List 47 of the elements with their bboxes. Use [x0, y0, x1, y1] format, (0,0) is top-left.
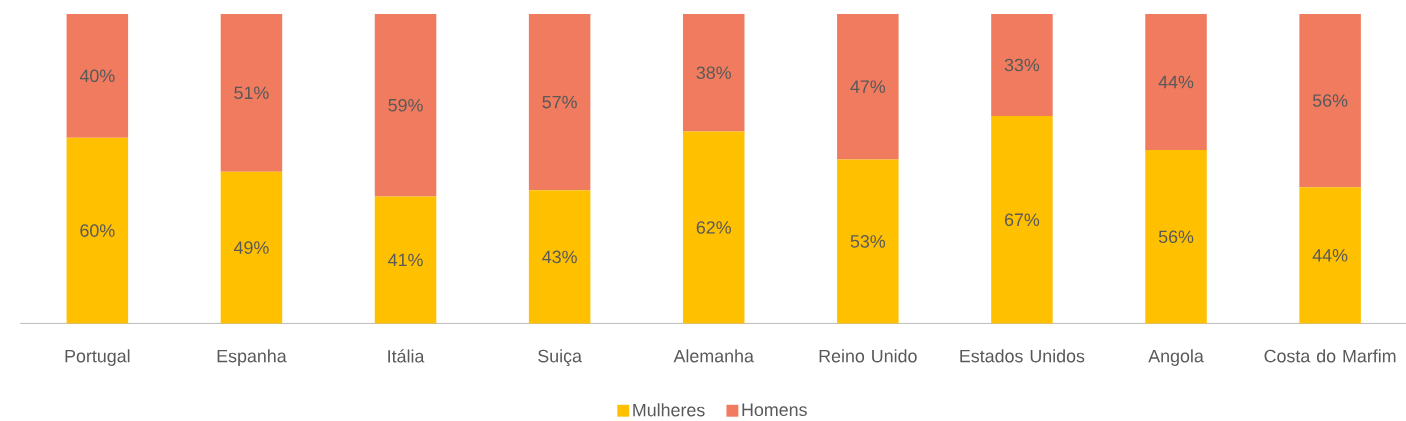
bar: [837, 14, 899, 160]
data-label: 43%: [542, 250, 577, 264]
bar: [1145, 14, 1207, 151]
bar: [528, 190, 591, 324]
bar: [837, 159, 899, 324]
data-label: 56%: [1312, 94, 1348, 108]
bar: [682, 131, 745, 324]
legend-label: Mulheres: [633, 403, 705, 417]
bar: [374, 14, 437, 197]
legend-label: Homens: [742, 403, 807, 417]
data-label: 57%: [542, 95, 577, 109]
data-label: 51%: [234, 86, 269, 100]
data-label: 41%: [388, 253, 423, 267]
bar: [991, 14, 1053, 117]
data-label: 33%: [1004, 58, 1040, 72]
x-tick-label: Itália: [388, 349, 425, 363]
data-label: 49%: [233, 241, 269, 255]
data-label: 44%: [1312, 249, 1348, 262]
bar: [374, 196, 437, 324]
data-label: 40%: [79, 69, 115, 83]
x-tick-label: Portugal: [65, 349, 130, 367]
x-tick-label: Espanha: [217, 349, 287, 367]
x-tick-label: Costa do Marfim: [1264, 349, 1396, 363]
bar: [220, 171, 283, 324]
bar: [66, 14, 129, 138]
bar: [1299, 187, 1361, 324]
x-tick-label: Angola: [1148, 349, 1204, 367]
data-label: 67%: [1004, 213, 1040, 227]
data-label: 53%: [850, 235, 886, 248]
data-label: 59%: [388, 99, 423, 112]
bar: [1299, 14, 1361, 188]
bar: [1145, 150, 1207, 324]
x-tick-label: Suiça: [538, 349, 582, 367]
data-label: 44%: [1158, 75, 1194, 89]
x-tick-label: Alemanha: [673, 349, 754, 363]
bar: [991, 116, 1053, 324]
bar: [66, 137, 129, 324]
bar: [528, 14, 591, 191]
x-tick-label: Estados Unidos: [960, 349, 1085, 363]
data-label: 47%: [850, 80, 886, 94]
bar: [220, 14, 283, 172]
data-label: 60%: [80, 224, 115, 238]
data-label: 62%: [696, 221, 731, 234]
data-label: 38%: [696, 66, 731, 80]
bar: [682, 14, 745, 132]
data-label: 56%: [1158, 230, 1194, 244]
x-tick-label: Reino Unido: [819, 349, 917, 363]
